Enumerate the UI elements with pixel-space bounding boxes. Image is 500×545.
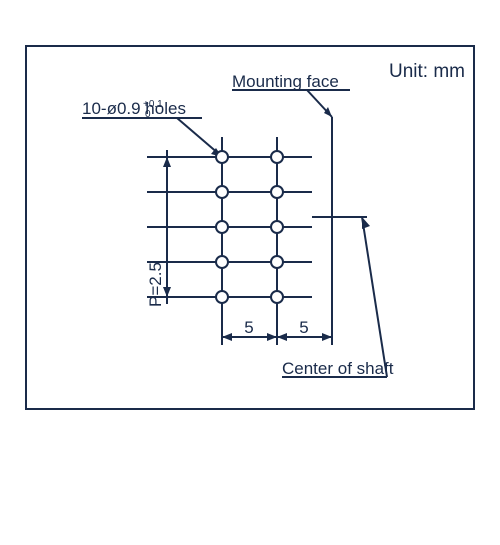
hole-icon (216, 151, 228, 163)
drawing-frame: Unit: mm Mounting face 10-ø0.9 holes +0.… (25, 45, 475, 410)
hole-icon (271, 291, 283, 303)
hole-icon (216, 291, 228, 303)
hole-icon (216, 256, 228, 268)
hole-icon (271, 221, 283, 233)
pitch-label: P=2.5 (146, 262, 165, 307)
unit-label: Unit: mm (389, 61, 465, 82)
vertical-grid (222, 137, 277, 345)
hole-icon (271, 151, 283, 163)
dim-5-a: 5 (244, 318, 253, 337)
bottom-dimension (222, 330, 332, 344)
hole-icon (271, 186, 283, 198)
horizontal-grid (147, 157, 312, 297)
dim-5-b: 5 (299, 318, 308, 337)
pitch-dimension: P=2.5 (146, 157, 171, 307)
technical-drawing: Unit: mm Mounting face 10-ø0.9 holes +0.… (27, 47, 473, 408)
hole-icon (216, 186, 228, 198)
center-shaft-label: Center of shaft (282, 359, 394, 378)
hole-icon (271, 256, 283, 268)
holes-label: 10-ø0.9 holes (82, 99, 186, 118)
center-shaft-arrow (362, 217, 370, 229)
hole-icon (216, 221, 228, 233)
center-shaft-leader (362, 217, 387, 377)
mounting-face-label: Mounting face (232, 72, 339, 91)
holes-leader (177, 118, 219, 154)
